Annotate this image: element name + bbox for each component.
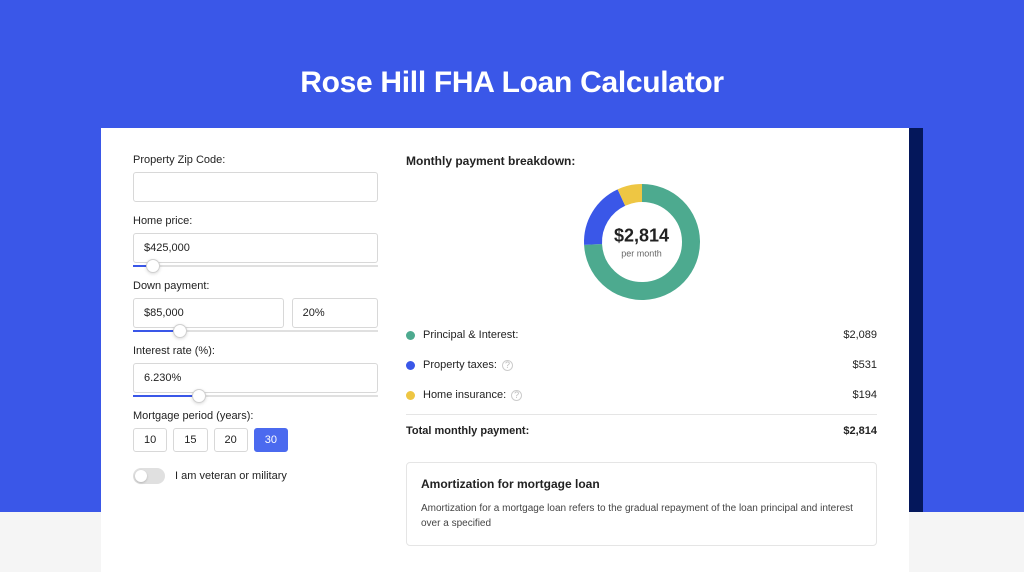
- down-payment-inputs: [133, 298, 378, 328]
- breakdown-total-row: Total monthly payment: $2,814: [406, 414, 877, 446]
- home-price-slider-thumb[interactable]: [146, 259, 160, 273]
- interest-rate-slider[interactable]: [133, 395, 378, 397]
- period-btn-20[interactable]: 20: [214, 428, 248, 452]
- donut-per-label: per month: [614, 249, 669, 259]
- total-label: Total monthly payment:: [406, 425, 843, 437]
- breakdown-label: Property taxes:?: [423, 359, 853, 371]
- home-price-group: Home price:: [133, 215, 378, 267]
- amortization-card: Amortization for mortgage loan Amortizat…: [406, 462, 877, 546]
- interest-rate-slider-thumb[interactable]: [192, 389, 206, 403]
- legend-dot: [406, 361, 415, 370]
- zip-input[interactable]: [133, 172, 378, 202]
- interest-rate-slider-fill: [133, 395, 199, 397]
- zip-group: Property Zip Code:: [133, 154, 378, 202]
- breakdown-value: $194: [853, 389, 877, 401]
- breakdown-row: Home insurance:?$194: [406, 380, 877, 410]
- interest-rate-label: Interest rate (%):: [133, 345, 378, 357]
- period-buttons: 1015 2030: [133, 428, 378, 452]
- legend-dot: [406, 391, 415, 400]
- breakdown-value: $531: [853, 359, 877, 371]
- legend-dot: [406, 331, 415, 340]
- down-payment-group: Down payment:: [133, 280, 378, 332]
- form-column: Property Zip Code: Home price: Down paym…: [133, 154, 378, 546]
- donut-amount: $2,814: [614, 226, 669, 247]
- amortization-text: Amortization for a mortgage loan refers …: [421, 501, 862, 531]
- page-title: Rose Hill FHA Loan Calculator: [0, 0, 1024, 100]
- down-payment-amount-input[interactable]: [133, 298, 284, 328]
- down-payment-label: Down payment:: [133, 280, 378, 292]
- results-title: Monthly payment breakdown:: [406, 154, 877, 168]
- total-value: $2,814: [843, 425, 877, 437]
- interest-rate-input[interactable]: [133, 363, 378, 393]
- veteran-toggle[interactable]: [133, 468, 165, 484]
- info-icon[interactable]: ?: [502, 360, 513, 371]
- interest-rate-group: Interest rate (%):: [133, 345, 378, 397]
- period-btn-15[interactable]: 15: [173, 428, 207, 452]
- donut-slice: [621, 193, 642, 198]
- zip-label: Property Zip Code:: [133, 154, 378, 166]
- breakdown-row: Principal & Interest:$2,089: [406, 320, 877, 350]
- down-payment-slider[interactable]: [133, 330, 378, 332]
- period-label: Mortgage period (years):: [133, 410, 378, 422]
- results-column: Monthly payment breakdown: $2,814 per mo…: [406, 154, 877, 546]
- home-price-input[interactable]: [133, 233, 378, 263]
- down-payment-pct-input[interactable]: [292, 298, 378, 328]
- donut-wrap: $2,814 per month: [406, 182, 877, 302]
- breakdown-label: Principal & Interest:: [423, 329, 843, 341]
- calculator-card: Property Zip Code: Home price: Down paym…: [101, 128, 909, 572]
- period-group: Mortgage period (years): 1015 2030: [133, 410, 378, 452]
- breakdown-row: Property taxes:?$531: [406, 350, 877, 380]
- breakdown-value: $2,089: [843, 329, 877, 341]
- home-price-slider[interactable]: [133, 265, 378, 267]
- amortization-title: Amortization for mortgage loan: [421, 477, 862, 491]
- period-btn-30[interactable]: 30: [254, 428, 288, 452]
- veteran-label: I am veteran or military: [175, 470, 287, 482]
- donut-center: $2,814 per month: [614, 226, 669, 259]
- breakdown-list: Principal & Interest:$2,089Property taxe…: [406, 320, 877, 410]
- breakdown-label: Home insurance:?: [423, 389, 853, 401]
- hero-banner: Rose Hill FHA Loan Calculator Property Z…: [0, 0, 1024, 512]
- down-payment-slider-thumb[interactable]: [173, 324, 187, 338]
- donut-chart: $2,814 per month: [582, 182, 702, 302]
- period-btn-10[interactable]: 10: [133, 428, 167, 452]
- veteran-toggle-knob: [135, 470, 147, 482]
- info-icon[interactable]: ?: [511, 390, 522, 401]
- veteran-toggle-row: I am veteran or military: [133, 468, 378, 484]
- home-price-label: Home price:: [133, 215, 378, 227]
